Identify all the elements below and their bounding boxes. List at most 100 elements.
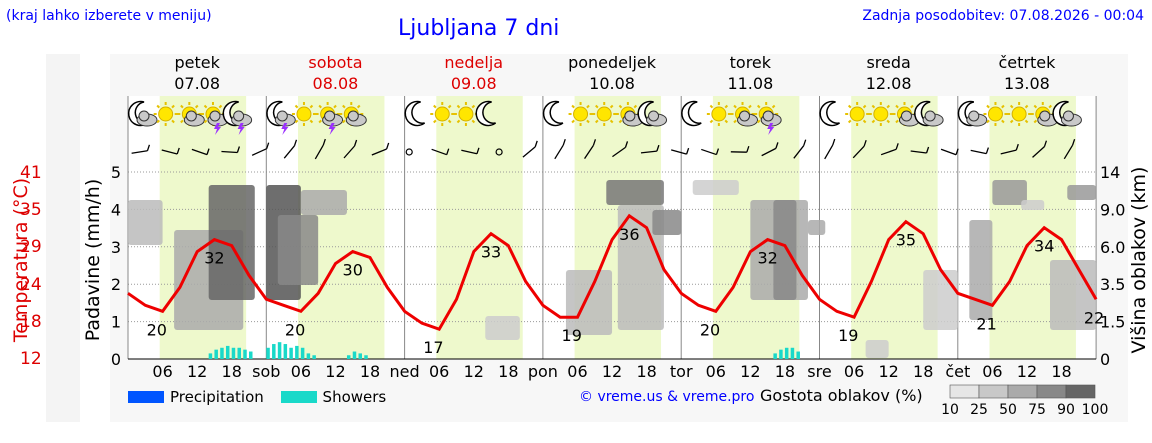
temperature-extreme-label: 35 bbox=[896, 231, 916, 250]
sun-ray-icon bbox=[886, 104, 891, 109]
cloud-legend-tick: 100 bbox=[1082, 402, 1109, 418]
cloud-icon bbox=[347, 110, 359, 122]
sun-ray-icon bbox=[586, 104, 590, 109]
cloud-block bbox=[617, 205, 664, 330]
day-name-label: sreda bbox=[866, 53, 910, 72]
wind-barb-tail bbox=[656, 144, 660, 152]
shower-bar bbox=[225, 345, 230, 359]
moon-icon bbox=[475, 100, 497, 127]
credit-link[interactable]: © vreme.us & vreme.pro bbox=[579, 389, 755, 405]
wind-barbs bbox=[131, 138, 1076, 160]
sun-ray-icon bbox=[1024, 119, 1029, 124]
sun-ray-icon bbox=[194, 104, 199, 109]
showers-label: Showers bbox=[322, 388, 387, 406]
wind-calm-mark bbox=[405, 148, 413, 156]
moon-icon bbox=[681, 100, 702, 127]
wind-barb-tail bbox=[293, 139, 298, 147]
wind-barb bbox=[461, 149, 478, 155]
lightning-icon bbox=[237, 123, 245, 135]
cloud-icon bbox=[324, 110, 336, 122]
moon-icon bbox=[681, 100, 702, 127]
cloud-icon bbox=[1039, 110, 1051, 122]
wind-barb bbox=[910, 150, 927, 154]
wind-barb bbox=[371, 148, 387, 156]
wind-barb bbox=[612, 146, 626, 158]
temperature-extreme-label: 36 bbox=[619, 225, 639, 244]
legend: Precipitation Showers bbox=[128, 388, 398, 407]
sun-ray-icon bbox=[309, 119, 314, 124]
chart-title: Ljubljana 7 dni bbox=[398, 16, 560, 41]
wind-barb-tail bbox=[476, 147, 480, 154]
wind-barb bbox=[793, 145, 805, 159]
shower-bar bbox=[312, 355, 316, 359]
cloud-icon bbox=[1062, 110, 1074, 122]
wind-barb-tail bbox=[206, 148, 210, 155]
sun-ray-icon bbox=[910, 104, 914, 109]
wind-barb-tail bbox=[985, 147, 990, 154]
x-day-tick-label: ned bbox=[390, 362, 420, 381]
sun-icon bbox=[153, 102, 178, 126]
temperature-extreme-label: 21 bbox=[976, 314, 996, 333]
wind-barb-tail bbox=[176, 147, 180, 155]
wind-barb bbox=[761, 147, 777, 157]
sun-ray-icon bbox=[756, 119, 761, 124]
cloud-legend-swatch bbox=[1065, 384, 1096, 399]
cloud-icon bbox=[276, 110, 288, 122]
x-hour-tick-label: 12 bbox=[878, 362, 898, 381]
sun-ray-icon bbox=[203, 119, 208, 124]
wind-barb-tail bbox=[746, 145, 750, 153]
cloud-block bbox=[692, 180, 739, 195]
x-hour-tick-label: 12 bbox=[325, 362, 345, 381]
cloud-icon bbox=[233, 110, 245, 122]
cloud-density-legend: 10 25 50 75 90 100 bbox=[941, 384, 1109, 418]
wind-barb-tail bbox=[562, 139, 566, 146]
shower-bar bbox=[243, 349, 247, 359]
x-hour-tick-label: 06 bbox=[844, 362, 864, 381]
daylight-band bbox=[436, 96, 523, 359]
sun-ray-icon bbox=[986, 119, 990, 124]
x-hour-tick-label: 06 bbox=[982, 362, 1002, 381]
x-hour-tick-label: 12 bbox=[1017, 362, 1037, 381]
sun-icon bbox=[158, 106, 174, 122]
sun-ray-icon bbox=[733, 119, 737, 124]
sun-storm-icon bbox=[754, 102, 782, 135]
cloud-block bbox=[606, 180, 664, 205]
shower-bar bbox=[283, 344, 288, 359]
sun-cloud-icon bbox=[730, 102, 759, 127]
sun-ray-icon bbox=[586, 119, 590, 124]
sun-icon bbox=[1011, 106, 1027, 122]
sun-ray-icon bbox=[724, 104, 729, 109]
cloud-block bbox=[923, 270, 958, 330]
cloud-legend-tick: 75 bbox=[1028, 402, 1046, 418]
moon-icon bbox=[542, 100, 564, 127]
sun-icon bbox=[983, 102, 1008, 126]
wind-barb-tail bbox=[266, 142, 270, 149]
temperature-extreme-labels: 20 32 20 30 17 33 19 36 20 32 19 35 21 34 22 bbox=[147, 225, 1105, 357]
wind-barb bbox=[343, 145, 356, 159]
temp-tick: 35 bbox=[20, 200, 42, 220]
sun-ray-icon bbox=[756, 104, 761, 109]
temp-tick: 24 bbox=[20, 275, 42, 295]
sun-ray-icon bbox=[203, 104, 208, 109]
region-hint[interactable]: (kraj lahko izberete v meniju) bbox=[6, 8, 212, 24]
cloud-legend-tick: 50 bbox=[999, 402, 1017, 418]
moon-cloud-icon bbox=[914, 100, 944, 127]
wind-barb-tail bbox=[534, 140, 538, 148]
x-hour-tick-label: 06 bbox=[291, 362, 311, 381]
sun-ray-icon bbox=[333, 104, 337, 109]
moon-storm-icon bbox=[222, 100, 253, 135]
cloud-block bbox=[128, 200, 163, 245]
sun-ray-icon bbox=[871, 119, 876, 124]
x-hour-tick-label: 18 bbox=[775, 362, 795, 381]
shower-bar bbox=[358, 353, 362, 359]
cloud-icon bbox=[648, 110, 660, 122]
wind-barb bbox=[314, 144, 324, 160]
sun-ray-icon bbox=[156, 104, 161, 109]
cloud-icon bbox=[209, 110, 221, 122]
x-day-tick-label: tor bbox=[670, 362, 693, 381]
temp-tick: 29 bbox=[20, 237, 42, 257]
cloud-height-tick-label: 14 bbox=[1100, 163, 1120, 182]
temperature-extreme-label: 20 bbox=[285, 320, 305, 339]
cloud-icon bbox=[900, 110, 912, 122]
